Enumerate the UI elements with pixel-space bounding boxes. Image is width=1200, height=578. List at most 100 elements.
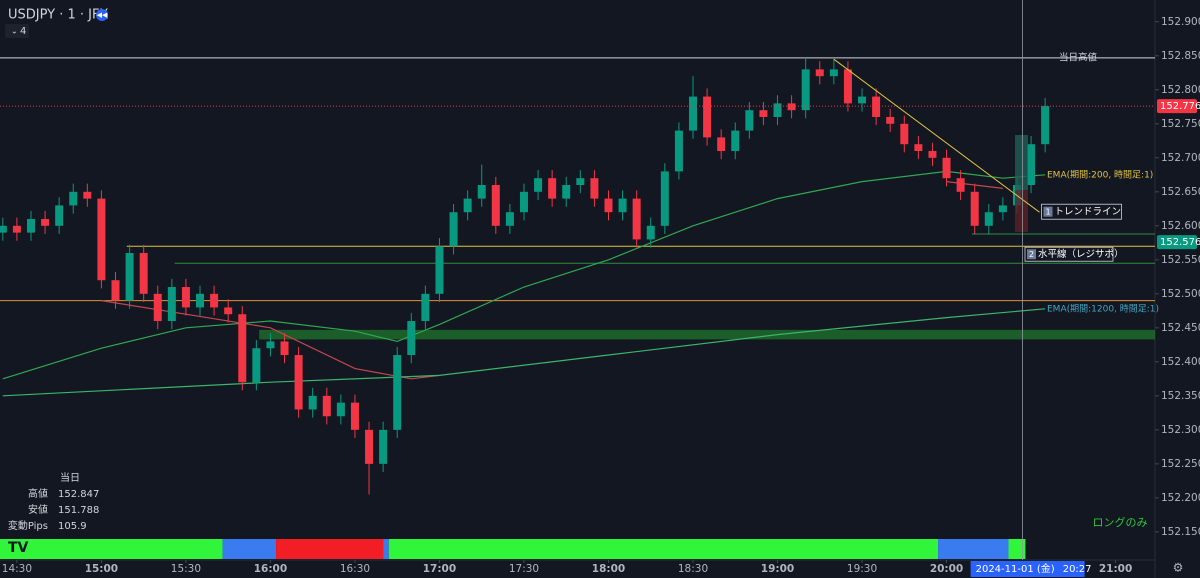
stats-label: 安値 [28, 503, 48, 516]
x-tick-label: 18:30 [678, 563, 708, 575]
candle-body [900, 123, 909, 145]
symbol-title[interactable]: USDJPY · 1 · JFX [8, 8, 108, 23]
mode-segment [938, 539, 1009, 559]
label-badge [1043, 206, 1053, 217]
y-tick-label: 152.550 [1161, 254, 1200, 266]
candle-body [55, 205, 64, 226]
candle-body [97, 198, 106, 281]
candle-body [590, 178, 599, 199]
crosshair-date: 2024-11-01 (金) [976, 562, 1055, 575]
label-box [1024, 246, 1114, 262]
candle-body [970, 191, 979, 226]
y-tick-label: 152.650 [1161, 186, 1200, 198]
position-loss [1015, 190, 1028, 232]
candle-body [618, 198, 627, 213]
candle-body [534, 178, 543, 192]
candle-body [674, 130, 683, 172]
label-text: 水平線（レジサポ） [1038, 248, 1124, 260]
candle-body [858, 96, 867, 104]
drawing-label: 2 水平線（レジサポ） [1024, 246, 1124, 262]
candle-body [167, 287, 176, 322]
y-tick-label: 152.450 [1161, 322, 1200, 334]
candle-body [703, 96, 712, 138]
y-tick-label: 152.850 [1161, 50, 1200, 62]
collapse-icon: ◀◀ [97, 11, 108, 19]
indicator-toggle[interactable] [5, 24, 29, 38]
candle-body [942, 157, 951, 179]
candle-body [562, 185, 571, 199]
candle-body [181, 287, 190, 308]
candle-body [914, 144, 923, 151]
y-tick-label: 152.750 [1161, 118, 1200, 130]
collapse-button[interactable] [96, 9, 108, 21]
x-tick-label: 19:30 [847, 563, 877, 575]
candle-body [1027, 144, 1036, 186]
candle-body [139, 253, 148, 294]
candle-body [407, 321, 416, 356]
mode-segment [383, 539, 389, 559]
candle-body [815, 69, 824, 77]
candle-body [632, 198, 641, 240]
candle-body [393, 355, 402, 430]
settings-button[interactable]: ⚙ [1173, 561, 1184, 575]
mode-note: ロングのみ [1093, 515, 1148, 529]
candle-body [773, 103, 782, 117]
y-tick-label: 152.200 [1161, 492, 1200, 504]
candle-body [224, 307, 233, 315]
y-tick-label: 152.300 [1161, 424, 1200, 436]
mode-segment [0, 539, 223, 559]
candle-body [69, 191, 78, 206]
candle-body [365, 429, 374, 464]
y-tick-label: 152.600 [1161, 220, 1200, 232]
x-tick-label: 19:00 [761, 563, 794, 575]
candle-body [745, 110, 754, 131]
candle-body [928, 150, 937, 158]
y-tick-label: 152.500 [1161, 288, 1200, 300]
candle-body [872, 96, 881, 117]
trend-line [833, 58, 1040, 213]
candle-body [350, 402, 359, 430]
y-tick-label: 152.400 [1161, 356, 1200, 368]
position-profit [1015, 135, 1028, 190]
x-tick-label: 15:00 [85, 563, 118, 575]
candle-body [12, 225, 21, 233]
stats-label: 高値 [28, 487, 48, 500]
candle-body [604, 198, 613, 213]
price-tag-label: 152.576 [1160, 237, 1200, 248]
candle-body [505, 212, 514, 226]
label-badge [1027, 249, 1036, 260]
candle-body [956, 178, 965, 192]
candle-body [477, 185, 486, 199]
price-tag [1157, 235, 1197, 250]
background-layer [0, 21, 1159, 563]
crosshair-tag [970, 561, 1085, 577]
candle-body [519, 191, 528, 213]
candle-body [308, 395, 317, 410]
candle-body [886, 116, 895, 124]
y-tick-label: 152.700 [1161, 152, 1200, 164]
candle-body [843, 69, 852, 104]
mode-segment [276, 539, 384, 559]
candle-body [210, 293, 219, 308]
y-tick-label: 152.350 [1161, 390, 1200, 402]
candle-body [41, 219, 50, 226]
mode-segment [1008, 539, 1026, 559]
logo: TV [8, 540, 29, 556]
candle-body [266, 341, 275, 349]
y-tick-label: 152.800 [1161, 84, 1200, 96]
candle-body [998, 205, 1007, 213]
candle-body [660, 171, 669, 226]
candle-body [449, 212, 458, 247]
stats-value: 151.788 [58, 505, 99, 516]
x-tick-label: 16:30 [340, 563, 370, 575]
label-number: 2 [1029, 250, 1034, 259]
x-tick-label: 16:00 [254, 563, 287, 575]
candle-body [336, 402, 345, 417]
x-tick-label: 17:00 [423, 563, 456, 575]
candle-body [83, 191, 92, 199]
candle-body [463, 198, 472, 213]
candle-body [801, 69, 810, 111]
candle-body [984, 212, 993, 226]
label-box [1041, 203, 1122, 220]
